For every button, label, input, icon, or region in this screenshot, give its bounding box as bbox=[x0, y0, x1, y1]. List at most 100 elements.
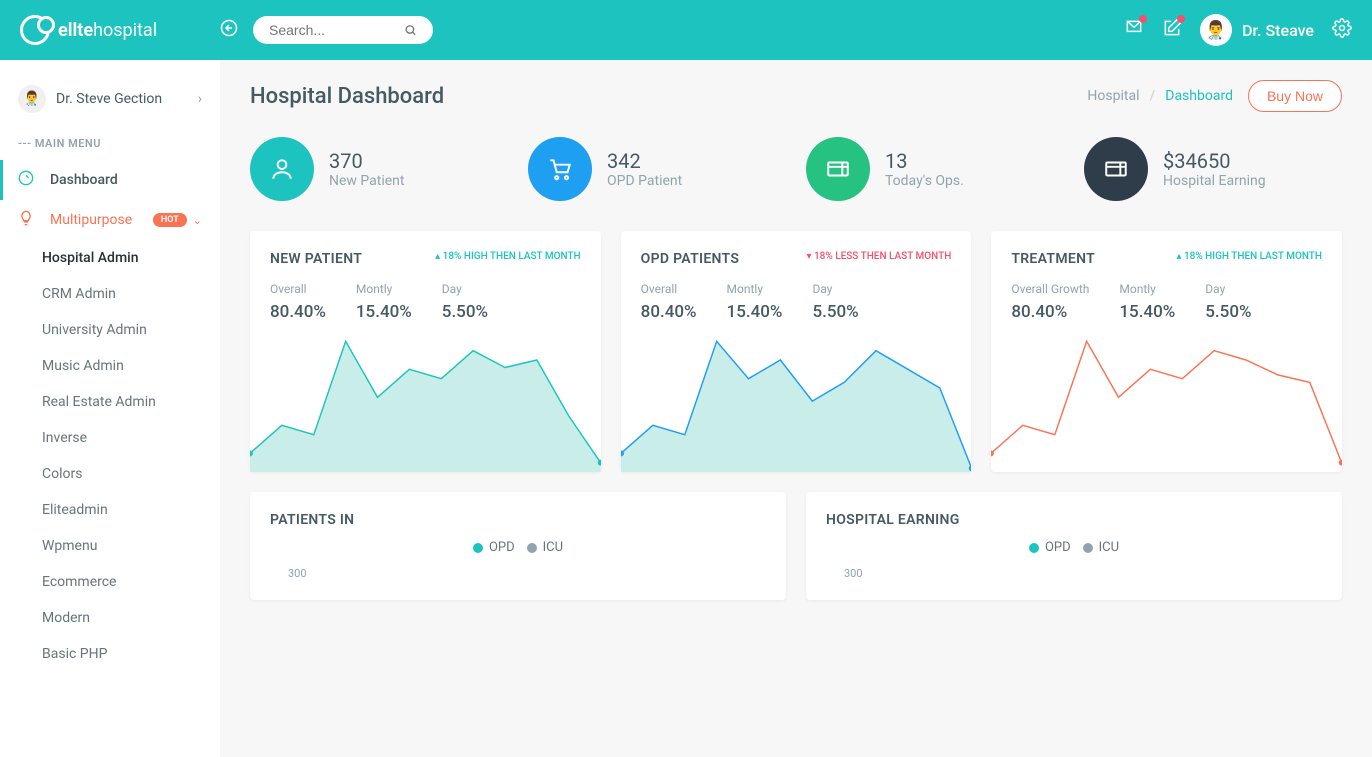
metric-value: 80.40% bbox=[641, 302, 697, 322]
breadcrumb-root[interactable]: Hospital bbox=[1087, 88, 1139, 104]
search-icon bbox=[404, 23, 417, 37]
chart-card: HOSPITAL EARNING OPD ICU 300 bbox=[806, 492, 1342, 600]
metric-label: Day bbox=[1205, 282, 1251, 296]
legend-item: ICU bbox=[1083, 540, 1119, 555]
metric-label: Overall bbox=[270, 282, 326, 296]
panel-title: TREATMENT bbox=[1011, 251, 1095, 267]
y-tick: 300 bbox=[288, 567, 766, 580]
stat: 13 Today's Ops. bbox=[806, 137, 1064, 201]
compose-badge bbox=[1177, 15, 1185, 23]
stat: 370 New Patient bbox=[250, 137, 508, 201]
breadcrumb-sep: / bbox=[1149, 88, 1155, 104]
legend-dot bbox=[1029, 543, 1039, 553]
stat: 342 OPD Patient bbox=[528, 137, 786, 201]
logo-icon bbox=[20, 15, 50, 45]
stat-value: 13 bbox=[885, 149, 964, 173]
panel-title: HOSPITAL EARNING bbox=[826, 512, 1322, 528]
metric-label: Overall bbox=[641, 282, 697, 296]
legend: OPD ICU bbox=[826, 540, 1322, 555]
search-input[interactable] bbox=[269, 22, 404, 38]
metrics: Overall80.40%Montly15.40%Day5.50% bbox=[641, 282, 952, 322]
back-button[interactable] bbox=[220, 19, 238, 41]
wallet-icon bbox=[1084, 137, 1148, 201]
metric-value: 15.40% bbox=[356, 302, 412, 322]
metric-label: Montly bbox=[1119, 282, 1175, 296]
panel-title: NEW PATIENT bbox=[270, 251, 362, 267]
avatar: 👨‍⚕️ bbox=[1200, 14, 1232, 46]
person-icon bbox=[250, 137, 314, 201]
buy-now-button[interactable]: Buy Now bbox=[1248, 80, 1342, 112]
nav-multipurpose[interactable]: Multipurpose HOT ⌄ bbox=[0, 200, 220, 240]
search-box[interactable] bbox=[253, 16, 433, 44]
legend-dot bbox=[473, 543, 483, 553]
page-title: Hospital Dashboard bbox=[250, 84, 444, 109]
page-header: Hospital Dashboard Hospital / Dashboard … bbox=[250, 80, 1342, 112]
bulb-icon bbox=[18, 210, 40, 230]
stat-value: $34650 bbox=[1163, 149, 1266, 173]
nav-dashboard[interactable]: Dashboard bbox=[0, 160, 220, 200]
metrics: Overall80.40%Montly15.40%Day5.50% bbox=[270, 282, 581, 322]
legend-label: ICU bbox=[1099, 540, 1119, 555]
gauge-icon bbox=[18, 170, 40, 190]
metric-value: 80.40% bbox=[1011, 302, 1089, 322]
metric-value: 15.40% bbox=[1119, 302, 1175, 322]
nav-dashboard-label: Dashboard bbox=[50, 172, 118, 188]
stat-label: Hospital Earning bbox=[1163, 173, 1266, 189]
metric-value: 5.50% bbox=[1205, 302, 1251, 322]
metric-value: 15.40% bbox=[727, 302, 783, 322]
sub-item[interactable]: Wpmenu bbox=[0, 528, 220, 564]
sub-item[interactable]: Ecommerce bbox=[0, 564, 220, 600]
content: Hospital Dashboard Hospital / Dashboard … bbox=[220, 60, 1372, 757]
panel-card: TREATMENT ▴ 18% HIGH THEN LAST MONTH Ove… bbox=[991, 231, 1342, 472]
panel-card: OPD PATIENTS ▾ 18% LESS THEN LAST MONTH … bbox=[621, 231, 972, 472]
sidebar-user[interactable]: 👨‍⚕️ Dr. Steve Gection › bbox=[0, 75, 220, 123]
breadcrumb: Hospital / Dashboard bbox=[1087, 88, 1233, 104]
chevron-down-icon: ⌄ bbox=[193, 214, 202, 227]
sub-item[interactable]: CRM Admin bbox=[0, 276, 220, 312]
sub-item[interactable]: Music Admin bbox=[0, 348, 220, 384]
legend-label: ICU bbox=[543, 540, 563, 555]
sub-item[interactable]: Hospital Admin bbox=[0, 240, 220, 276]
sub-item[interactable]: Eliteadmin bbox=[0, 492, 220, 528]
panel-title: OPD PATIENTS bbox=[641, 251, 740, 267]
settings-icon[interactable] bbox=[1332, 18, 1352, 42]
metric-label: Day bbox=[442, 282, 488, 296]
sub-item[interactable]: Basic PHP bbox=[0, 636, 220, 672]
sub-item[interactable]: University Admin bbox=[0, 312, 220, 348]
metric-value: 80.40% bbox=[270, 302, 326, 322]
sub-item[interactable]: Colors bbox=[0, 456, 220, 492]
messages-badge bbox=[1139, 15, 1147, 23]
menu-header: --- MAIN MENU bbox=[0, 123, 220, 160]
y-tick: 300 bbox=[844, 567, 1322, 580]
breadcrumb-current[interactable]: Dashboard bbox=[1165, 88, 1233, 104]
metric-label: Day bbox=[812, 282, 858, 296]
sub-item[interactable]: Modern bbox=[0, 600, 220, 636]
stat-value: 370 bbox=[329, 149, 405, 173]
legend-item: OPD bbox=[1029, 540, 1071, 555]
metric-label: Montly bbox=[727, 282, 783, 296]
panel-row: NEW PATIENT ▴ 18% HIGH THEN LAST MONTH O… bbox=[250, 231, 1342, 472]
user-menu[interactable]: 👨‍⚕️ Dr. Steave bbox=[1200, 14, 1314, 46]
cart-icon bbox=[528, 137, 592, 201]
sub-item[interactable]: Real Estate Admin bbox=[0, 384, 220, 420]
hot-badge: HOT bbox=[153, 213, 187, 227]
legend-dot bbox=[1083, 543, 1093, 553]
sub-item[interactable]: Inverse bbox=[0, 420, 220, 456]
legend: OPDICU bbox=[270, 540, 766, 555]
sidebar-avatar: 👨‍⚕️ bbox=[18, 85, 46, 113]
compose-icon[interactable] bbox=[1162, 18, 1182, 42]
panel-title: PATIENTS IN bbox=[270, 512, 766, 528]
legend-item: ICU bbox=[527, 540, 563, 555]
logo-prefix: ellte bbox=[58, 20, 93, 41]
user-name: Dr. Steave bbox=[1242, 21, 1314, 40]
messages-icon[interactable] bbox=[1124, 18, 1144, 42]
sparkline-chart bbox=[250, 332, 601, 472]
metric-label: Overall Growth bbox=[1011, 282, 1089, 296]
logo[interactable]: elltehospital bbox=[20, 15, 220, 45]
chevron-right-icon: › bbox=[198, 91, 202, 107]
panel-card: NEW PATIENT ▴ 18% HIGH THEN LAST MONTH O… bbox=[250, 231, 601, 472]
metrics: Overall Growth 80.40% Montly 15.40% Day 5.50% bbox=[1011, 282, 1322, 322]
stat-label: New Patient bbox=[329, 173, 405, 189]
sparkline-chart bbox=[621, 332, 972, 472]
sparkline-chart bbox=[991, 332, 1342, 472]
